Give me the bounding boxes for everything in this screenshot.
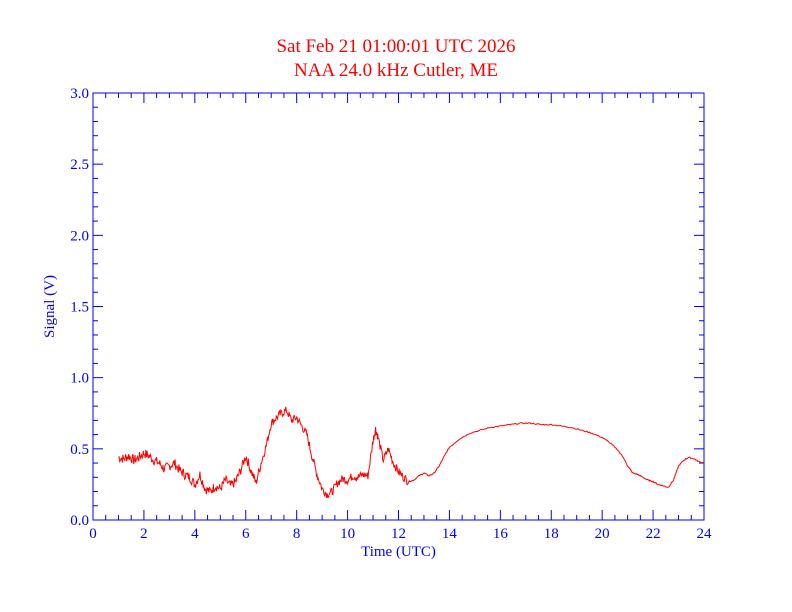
series-line [118, 406, 705, 499]
y-tick-label: 1.5 [70, 300, 89, 316]
x-tick-label: 22 [646, 526, 661, 542]
x-tick-label: 12 [391, 526, 406, 542]
x-tick-label: 8 [293, 526, 301, 542]
x-tick-label: 4 [191, 526, 199, 542]
x-axis-label: Time (UTC) [361, 544, 436, 560]
x-tick-label: 2 [140, 526, 148, 542]
plot-frame [92, 92, 705, 521]
y-axis-label: Signal (V) [42, 275, 58, 338]
y-tick-label: 1.0 [70, 371, 89, 387]
x-tick-label: 18 [544, 526, 559, 542]
x-tick-label: 24 [697, 526, 713, 542]
y-tick-label: 2.0 [70, 228, 89, 244]
x-tick-label: 6 [242, 526, 250, 542]
chart-title: Sat Feb 21 01:00:01 UTC 2026 [276, 36, 516, 57]
y-tick-labels: 0.0 0.5 1.0 1.5 2.0 2.5 3.0 [70, 86, 89, 529]
y-tick-label: 3.0 [70, 86, 89, 102]
y-tick-label: 0.0 [70, 513, 89, 529]
x-tick-label: 20 [595, 526, 610, 542]
x-tick-labels: 0 2 4 6 8 10 12 14 16 18 20 22 24 [89, 526, 712, 542]
axis-ticks [92, 92, 705, 521]
x-tick-label: 10 [340, 526, 355, 542]
x-tick-label: 0 [89, 526, 97, 542]
y-tick-label: 0.5 [70, 442, 89, 458]
chart-subtitle: NAA 24.0 kHz Cutler, ME [294, 60, 498, 81]
y-tick-label: 2.5 [70, 157, 89, 173]
x-tick-label: 16 [493, 526, 509, 542]
x-tick-label: 14 [442, 526, 458, 542]
